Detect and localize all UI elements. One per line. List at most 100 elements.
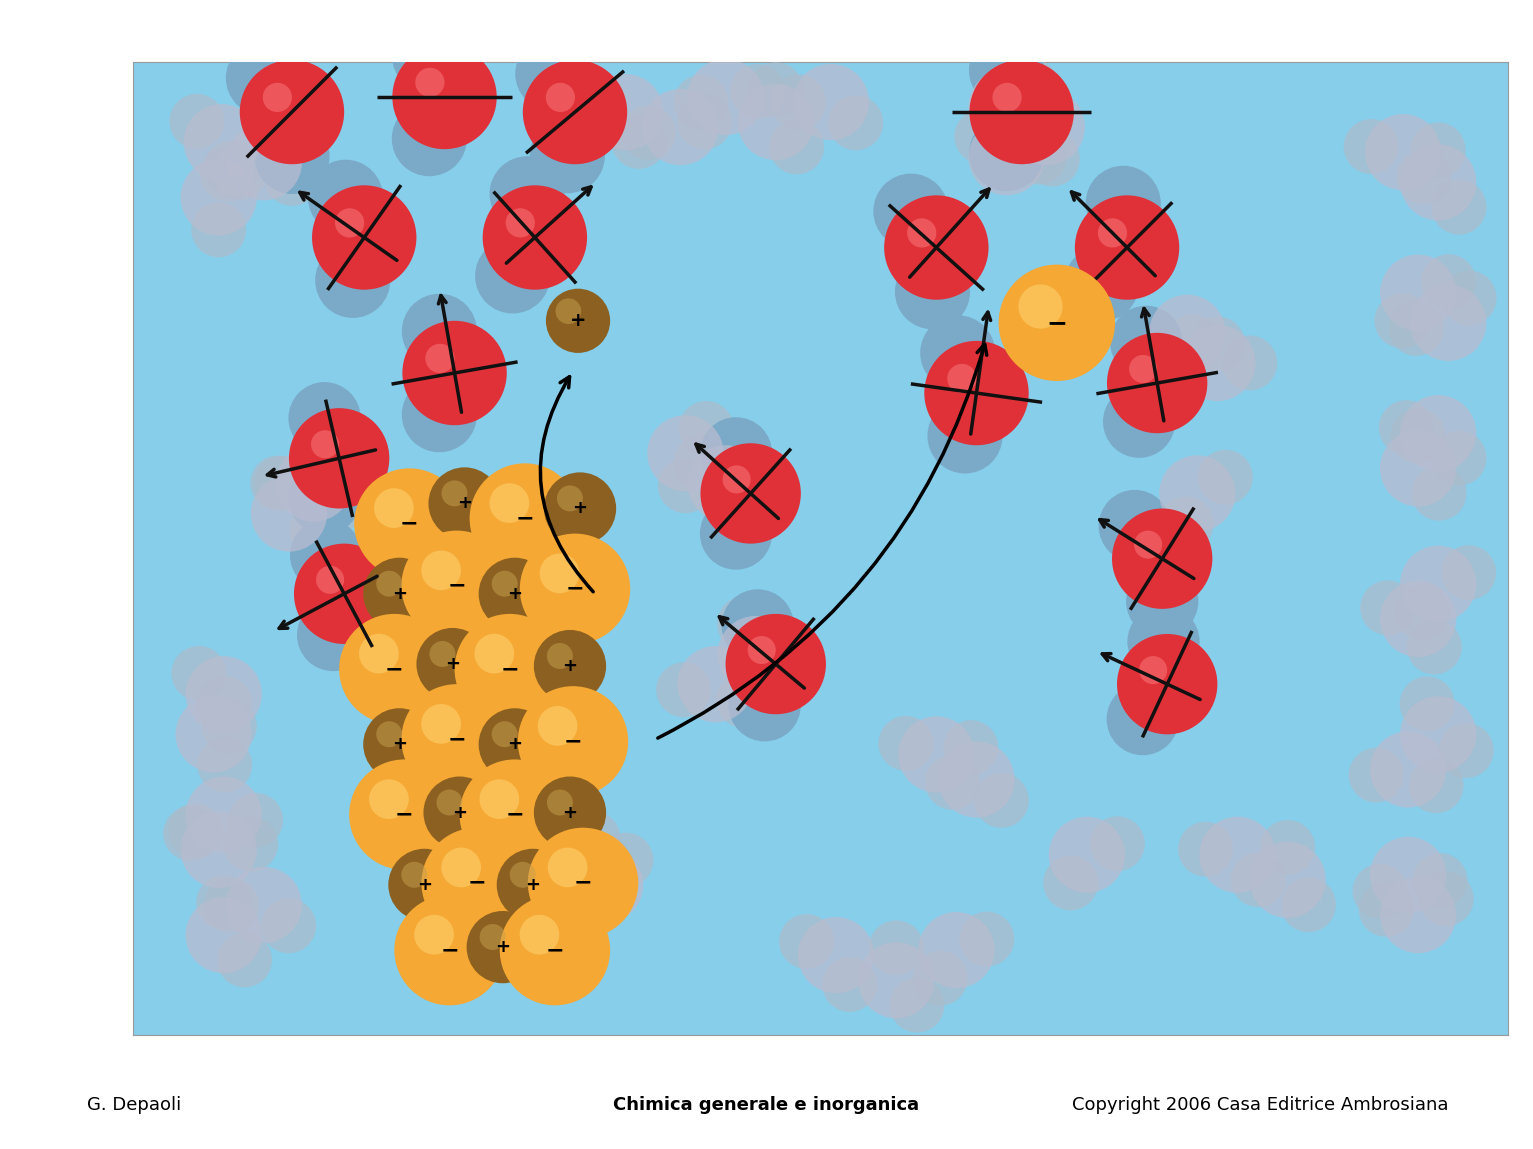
Circle shape	[1418, 871, 1473, 926]
Circle shape	[918, 912, 995, 988]
Circle shape	[1349, 748, 1404, 802]
Circle shape	[1380, 430, 1456, 507]
Circle shape	[1104, 386, 1176, 457]
Circle shape	[779, 913, 834, 969]
Circle shape	[938, 741, 1015, 818]
Circle shape	[225, 866, 302, 943]
Circle shape	[1439, 723, 1493, 778]
Circle shape	[394, 895, 504, 1005]
Circle shape	[569, 71, 624, 125]
Circle shape	[546, 863, 601, 918]
Circle shape	[730, 64, 785, 118]
Circle shape	[656, 662, 711, 717]
Circle shape	[475, 238, 550, 314]
Circle shape	[885, 195, 989, 300]
Circle shape	[647, 415, 724, 492]
Circle shape	[497, 849, 569, 921]
Circle shape	[908, 218, 937, 247]
Circle shape	[417, 629, 489, 700]
Circle shape	[770, 119, 825, 175]
Circle shape	[520, 533, 630, 643]
Circle shape	[1197, 449, 1252, 504]
Circle shape	[196, 876, 251, 931]
Circle shape	[204, 878, 259, 933]
Circle shape	[1179, 325, 1256, 401]
Circle shape	[388, 849, 460, 921]
Circle shape	[679, 401, 734, 456]
Circle shape	[1390, 408, 1446, 463]
Circle shape	[369, 779, 409, 819]
Circle shape	[756, 642, 811, 697]
Circle shape	[869, 920, 924, 976]
Circle shape	[969, 69, 1046, 145]
Circle shape	[722, 589, 794, 662]
Circle shape	[1378, 400, 1433, 455]
Circle shape	[1380, 255, 1456, 331]
Circle shape	[1159, 455, 1236, 532]
Circle shape	[546, 83, 575, 113]
Circle shape	[687, 446, 763, 522]
Text: +: +	[563, 803, 578, 822]
Circle shape	[376, 722, 402, 747]
Circle shape	[261, 899, 316, 954]
Circle shape	[469, 463, 579, 573]
Circle shape	[1159, 496, 1214, 552]
Circle shape	[1400, 677, 1455, 731]
Circle shape	[1130, 355, 1157, 383]
Circle shape	[1412, 853, 1467, 908]
Circle shape	[192, 202, 247, 257]
Circle shape	[276, 446, 353, 522]
Circle shape	[992, 83, 1021, 113]
Text: −: −	[566, 579, 584, 599]
Circle shape	[1231, 853, 1286, 907]
Circle shape	[474, 634, 514, 673]
Circle shape	[311, 477, 366, 532]
Circle shape	[793, 64, 869, 140]
Circle shape	[374, 488, 414, 529]
Circle shape	[1400, 696, 1476, 772]
Circle shape	[587, 74, 664, 151]
Circle shape	[1395, 585, 1450, 639]
Circle shape	[1389, 301, 1444, 356]
Circle shape	[912, 950, 967, 1005]
Circle shape	[612, 114, 667, 169]
Circle shape	[510, 862, 535, 888]
Circle shape	[478, 708, 550, 780]
Circle shape	[1139, 656, 1167, 684]
Circle shape	[955, 109, 1009, 164]
Circle shape	[204, 140, 259, 195]
Circle shape	[673, 435, 728, 489]
Circle shape	[546, 288, 610, 353]
Text: −: −	[506, 804, 524, 825]
Circle shape	[678, 646, 754, 723]
Circle shape	[642, 88, 719, 165]
Circle shape	[1400, 395, 1476, 471]
Circle shape	[828, 95, 883, 151]
Text: −: −	[396, 804, 414, 825]
Circle shape	[225, 124, 302, 200]
Circle shape	[262, 83, 291, 113]
Circle shape	[523, 60, 627, 164]
Circle shape	[920, 315, 995, 391]
Text: +: +	[526, 876, 540, 894]
Circle shape	[500, 895, 610, 1005]
Circle shape	[518, 686, 629, 796]
Circle shape	[1134, 531, 1162, 558]
Circle shape	[969, 33, 1044, 108]
Circle shape	[376, 571, 402, 596]
Circle shape	[354, 469, 464, 579]
Circle shape	[294, 543, 394, 643]
Circle shape	[175, 696, 251, 772]
Circle shape	[402, 321, 507, 425]
Circle shape	[526, 858, 581, 912]
Circle shape	[924, 341, 1029, 446]
Circle shape	[339, 614, 449, 724]
Circle shape	[1090, 816, 1145, 871]
Circle shape	[311, 430, 339, 458]
Circle shape	[1026, 131, 1079, 186]
Circle shape	[198, 738, 253, 793]
Circle shape	[1249, 842, 1326, 918]
Circle shape	[556, 485, 583, 511]
Circle shape	[547, 789, 573, 816]
Circle shape	[737, 84, 814, 160]
